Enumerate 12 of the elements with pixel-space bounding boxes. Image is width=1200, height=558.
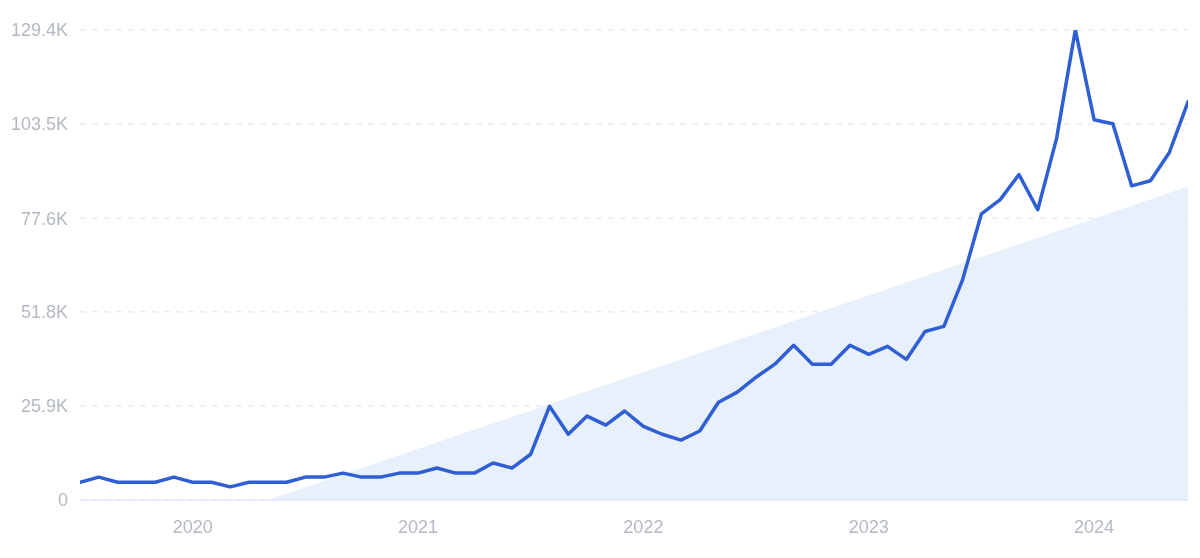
x-tick-label: 2021 <box>398 516 439 537</box>
y-tick-label: 0 <box>57 490 68 511</box>
y-tick-label: 129.4K <box>10 20 68 41</box>
x-tick-label: 2023 <box>848 516 889 537</box>
line-series <box>80 30 1188 489</box>
x-tick-label: 2024 <box>1074 516 1115 537</box>
y-tick-label: 103.5K <box>10 114 68 135</box>
y-tick-label: 51.8K <box>20 302 68 323</box>
y-tick-label: 25.9K <box>20 396 68 417</box>
y-tick-label: 77.6K <box>20 208 68 229</box>
x-tick-label: 2020 <box>172 516 213 537</box>
x-tick-label: 2022 <box>623 516 664 537</box>
